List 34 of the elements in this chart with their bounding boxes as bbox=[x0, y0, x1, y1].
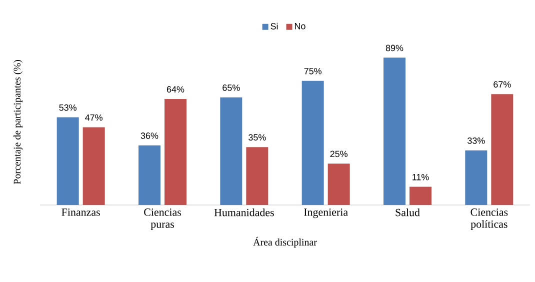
data-label: 11% bbox=[412, 174, 429, 180]
x-tick-label: Ciencias puras bbox=[144, 208, 181, 230]
bar bbox=[220, 97, 242, 205]
bar bbox=[491, 94, 514, 205]
data-label: 53% bbox=[59, 104, 76, 111]
data-label: 64% bbox=[166, 86, 184, 93]
x-tick-label: Finanzas bbox=[62, 208, 100, 216]
data-label: 25% bbox=[330, 150, 348, 158]
data-label: 33% bbox=[468, 138, 485, 144]
x-tick-label: Ingenieria bbox=[304, 208, 348, 218]
bar bbox=[410, 186, 432, 205]
bar bbox=[302, 80, 324, 205]
data-label: 36% bbox=[140, 132, 158, 139]
x-tick-label: Ciencias políticas bbox=[470, 208, 508, 230]
bar bbox=[56, 117, 79, 205]
x-tick-label: Humanidades bbox=[214, 208, 274, 216]
data-label: 35% bbox=[248, 134, 266, 141]
data-label: 75% bbox=[304, 68, 322, 74]
bar bbox=[164, 99, 186, 205]
y-axis-title: Porcentaje de participantes (%) bbox=[13, 60, 23, 184]
x-axis-title: Área disciplinar bbox=[253, 236, 317, 248]
legend-label: Si bbox=[270, 22, 278, 30]
bar bbox=[465, 150, 488, 205]
bar bbox=[328, 164, 350, 205]
data-label: 47% bbox=[85, 114, 102, 121]
legend-label: No bbox=[294, 23, 306, 30]
data-label: 65% bbox=[222, 84, 240, 91]
data-label: 67% bbox=[494, 81, 511, 88]
bar bbox=[384, 58, 406, 205]
data-label: 89% bbox=[386, 44, 404, 52]
x-tick-label: Salud bbox=[396, 208, 420, 216]
bar bbox=[82, 127, 105, 205]
bar bbox=[246, 147, 268, 205]
bar bbox=[138, 145, 160, 205]
